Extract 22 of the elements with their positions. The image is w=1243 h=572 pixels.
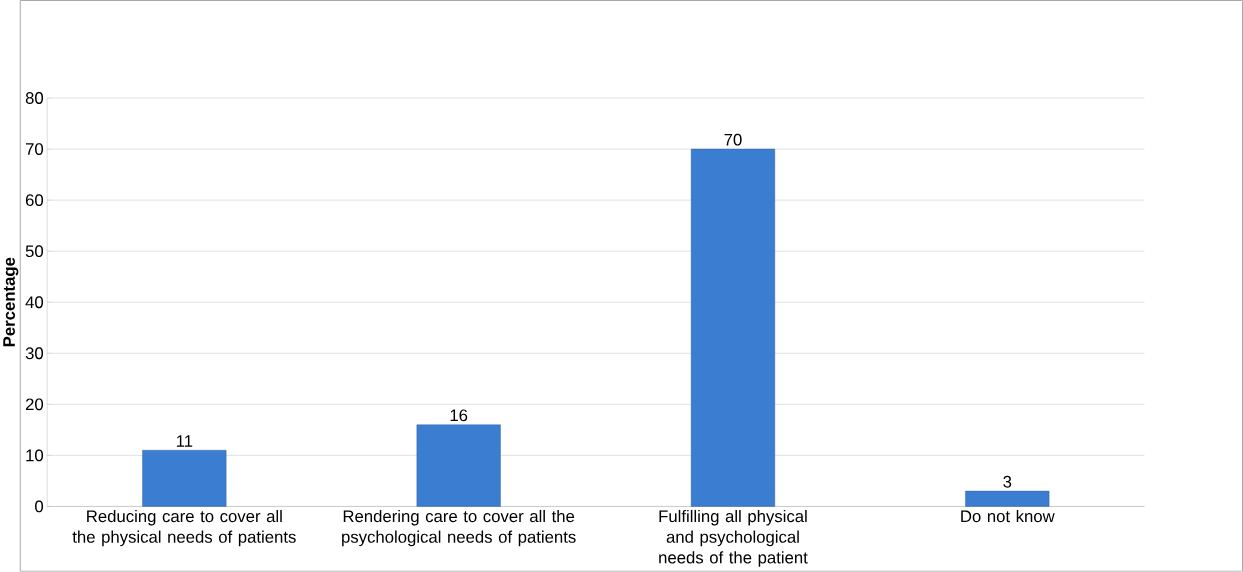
data-label: 3 [1003, 475, 1012, 488]
bar [690, 148, 776, 507]
bar [142, 450, 227, 507]
data-label: 11 [176, 435, 193, 447]
x-tick-label: Reducing care to cover all the physical needs of patients [72, 510, 296, 547]
y-tick-label: 0 [35, 500, 44, 513]
y-tick-label: 10 [26, 449, 44, 462]
y-axis-title: Percentage [3, 257, 19, 347]
data-label: 16 [450, 409, 468, 422]
x-tick-label: Rendering care to cover all the psychological needs of patients [342, 510, 576, 547]
bar [965, 491, 1050, 507]
x-tick-label: Fulfilling all physical and psychological needs of the patient [659, 510, 808, 567]
bar [416, 424, 501, 507]
y-tick-label: 50 [25, 245, 44, 258]
x-tick-label: Do not know [961, 510, 1055, 523]
y-tick-label: 70 [25, 143, 44, 156]
y-tick-label: 60 [25, 194, 44, 207]
y-tick-label: 30 [25, 347, 44, 360]
y-tick-label: 40 [25, 296, 44, 309]
y-tick-label: 20 [25, 398, 44, 411]
y-tick-label: 80 [25, 92, 44, 105]
data-label: 70 [724, 133, 742, 146]
